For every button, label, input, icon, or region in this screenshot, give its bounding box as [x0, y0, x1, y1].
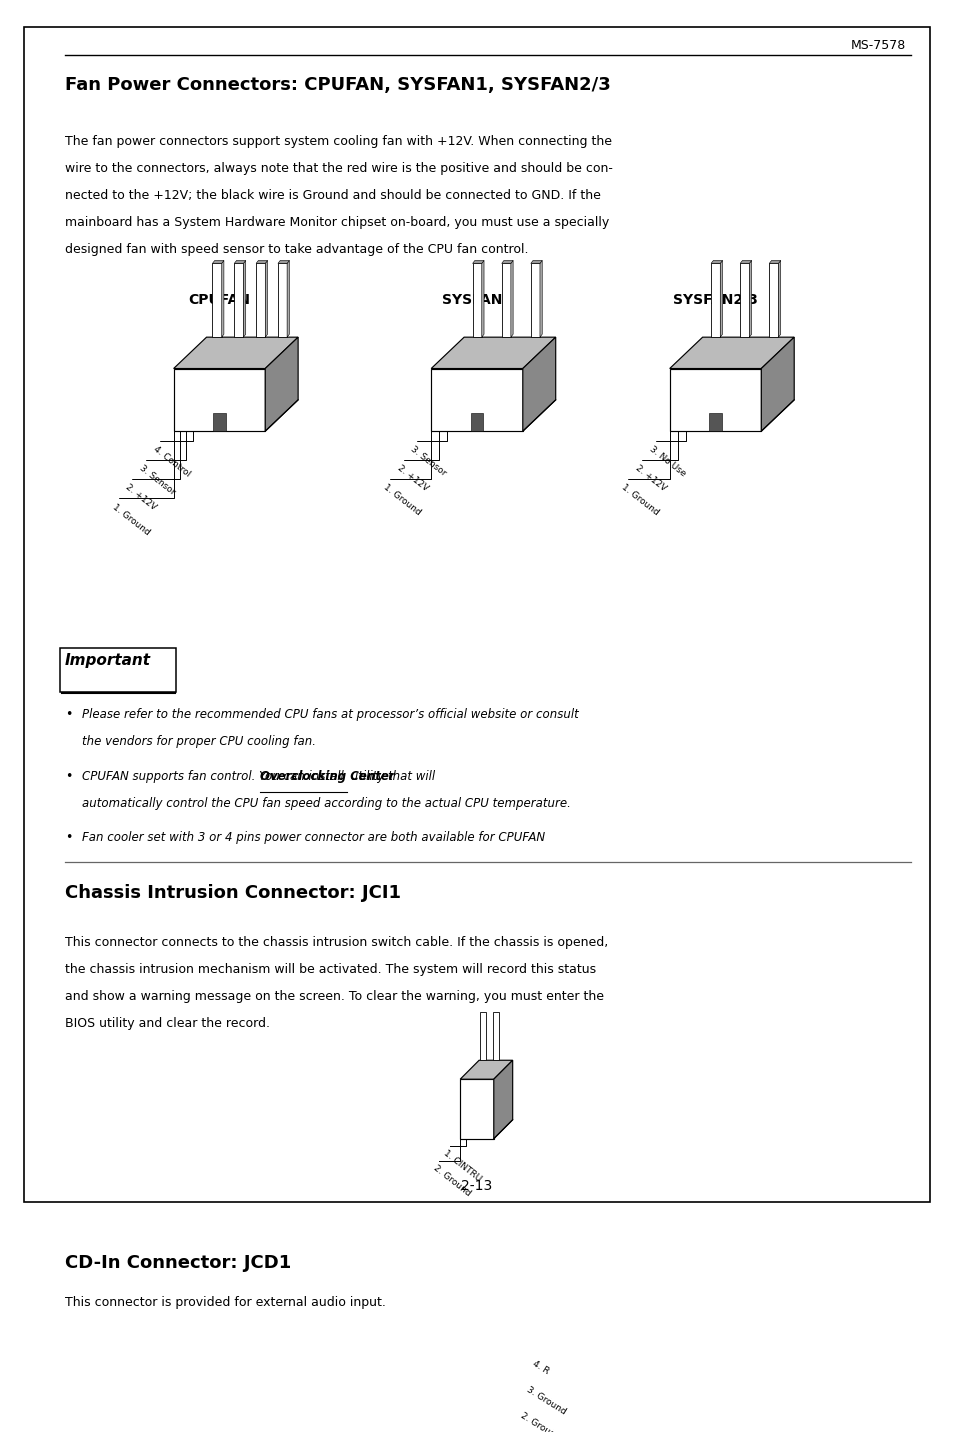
- Text: utility that will: utility that will: [347, 769, 435, 783]
- Polygon shape: [740, 263, 748, 337]
- Text: and show a warning message on the screen. To clear the warning, you must enter t: and show a warning message on the screen…: [65, 990, 603, 1002]
- Text: Chassis Intrusion Connector: JCI1: Chassis Intrusion Connector: JCI1: [65, 884, 400, 902]
- Polygon shape: [459, 1060, 512, 1080]
- Polygon shape: [472, 263, 481, 337]
- Text: Overclocking Center: Overclocking Center: [260, 769, 395, 783]
- Text: 2. +12V: 2. +12V: [633, 464, 667, 493]
- Polygon shape: [213, 412, 226, 431]
- Bar: [461, 1402, 492, 1411]
- Text: 2. Ground: 2. Ground: [432, 1163, 472, 1199]
- Polygon shape: [530, 263, 539, 337]
- Polygon shape: [768, 261, 780, 263]
- Polygon shape: [539, 261, 541, 337]
- Bar: [461, 1383, 492, 1392]
- Text: CPUFAN: CPUFAN: [189, 292, 250, 306]
- Polygon shape: [710, 263, 720, 337]
- Text: Please refer to the recommended CPU fans at processor’s official website or cons: Please refer to the recommended CPU fans…: [82, 709, 578, 722]
- Text: 3. No Use: 3. No Use: [647, 444, 686, 478]
- Polygon shape: [255, 263, 265, 337]
- Polygon shape: [265, 261, 267, 337]
- Polygon shape: [480, 1011, 486, 1060]
- Text: wire to the connectors, always note that the red wire is the positive and should: wire to the connectors, always note that…: [65, 162, 612, 175]
- Text: automatically control the CPU fan speed according to the actual CPU temperature.: automatically control the CPU fan speed …: [82, 796, 570, 809]
- Text: 1. CINTRU: 1. CINTRU: [442, 1148, 483, 1183]
- Polygon shape: [243, 261, 246, 337]
- Text: SYSFAN1: SYSFAN1: [441, 292, 512, 306]
- Text: Fan Power Connectors: CPUFAN, SYSFAN1, SYSFAN2/3: Fan Power Connectors: CPUFAN, SYSFAN1, S…: [65, 76, 610, 95]
- Text: MS-7578: MS-7578: [850, 39, 905, 53]
- Polygon shape: [456, 1352, 497, 1432]
- Text: 2. +12V: 2. +12V: [395, 464, 429, 493]
- Text: 3. Sensor: 3. Sensor: [409, 444, 448, 478]
- Text: Important: Important: [65, 653, 151, 667]
- Polygon shape: [522, 337, 555, 431]
- Text: 1. Ground: 1. Ground: [111, 503, 151, 537]
- Polygon shape: [173, 368, 265, 431]
- Text: 3. Sensor: 3. Sensor: [137, 464, 176, 497]
- Text: nected to the +12V; the black wire is Ground and should be connected to GND. If : nected to the +12V; the black wire is Gr…: [65, 189, 600, 202]
- Polygon shape: [277, 261, 289, 263]
- Polygon shape: [472, 261, 483, 263]
- Text: 1. Ground: 1. Ground: [381, 483, 422, 517]
- Text: This connector connects to the chassis intrusion switch cable. If the chassis is: This connector connects to the chassis i…: [65, 935, 607, 948]
- Polygon shape: [470, 412, 483, 431]
- Text: •: •: [65, 831, 72, 843]
- Text: 2. +12V: 2. +12V: [124, 483, 158, 513]
- Polygon shape: [221, 261, 224, 337]
- Polygon shape: [255, 261, 267, 263]
- Polygon shape: [265, 337, 297, 431]
- Text: 1. Ground: 1. Ground: [619, 483, 660, 517]
- Polygon shape: [497, 1332, 517, 1432]
- Polygon shape: [287, 261, 289, 337]
- FancyBboxPatch shape: [60, 647, 176, 692]
- Text: the vendors for proper CPU cooling fan.: the vendors for proper CPU cooling fan.: [82, 735, 315, 748]
- Polygon shape: [710, 261, 721, 263]
- Polygon shape: [213, 261, 224, 263]
- Text: Fan cooler set with 3 or 4 pins power connector are both available for CPUFAN: Fan cooler set with 3 or 4 pins power co…: [82, 831, 544, 843]
- Polygon shape: [493, 1011, 498, 1060]
- Text: CD-In Connector: JCD1: CD-In Connector: JCD1: [65, 1254, 291, 1272]
- Polygon shape: [748, 261, 751, 337]
- Text: BIOS utility and clear the record.: BIOS utility and clear the record.: [65, 1017, 270, 1030]
- Polygon shape: [778, 261, 780, 337]
- Polygon shape: [277, 263, 287, 337]
- Text: The fan power connectors support system cooling fan with +12V. When connecting t: The fan power connectors support system …: [65, 135, 611, 149]
- Text: mainboard has a System Hardware Monitor chipset on-board, you must use a special: mainboard has a System Hardware Monitor …: [65, 216, 608, 229]
- Polygon shape: [494, 1060, 512, 1138]
- Text: 4. R: 4. R: [531, 1359, 551, 1376]
- Polygon shape: [431, 368, 522, 431]
- Polygon shape: [456, 1332, 517, 1352]
- FancyBboxPatch shape: [24, 27, 929, 1203]
- Polygon shape: [760, 337, 793, 431]
- Polygon shape: [669, 337, 793, 368]
- Text: the chassis intrusion mechanism will be activated. The system will record this s: the chassis intrusion mechanism will be …: [65, 962, 596, 975]
- Polygon shape: [213, 263, 221, 337]
- Polygon shape: [740, 261, 751, 263]
- Text: designed fan with speed sensor to take advantage of the CPU fan control.: designed fan with speed sensor to take a…: [65, 243, 528, 256]
- Text: CPUFAN supports fan control. You can install: CPUFAN supports fan control. You can ins…: [82, 769, 347, 783]
- Polygon shape: [481, 261, 483, 337]
- Polygon shape: [530, 261, 541, 263]
- Polygon shape: [234, 263, 243, 337]
- Text: 2. Ground: 2. Ground: [518, 1412, 560, 1432]
- Polygon shape: [768, 263, 778, 337]
- Polygon shape: [234, 261, 246, 263]
- Polygon shape: [501, 263, 510, 337]
- Text: 4. Control: 4. Control: [152, 444, 192, 478]
- Polygon shape: [720, 261, 721, 337]
- Text: •: •: [65, 709, 72, 722]
- Polygon shape: [669, 368, 760, 431]
- Polygon shape: [459, 1080, 494, 1138]
- Text: This connector is provided for external audio input.: This connector is provided for external …: [65, 1296, 385, 1309]
- Text: 3. Ground: 3. Ground: [524, 1385, 567, 1416]
- Text: 2-13: 2-13: [461, 1179, 492, 1193]
- Text: SYSFAN2/3: SYSFAN2/3: [673, 292, 757, 306]
- Polygon shape: [501, 261, 513, 263]
- Polygon shape: [708, 412, 721, 431]
- Polygon shape: [510, 261, 513, 337]
- Bar: [461, 1421, 492, 1429]
- Text: •: •: [65, 769, 72, 783]
- Polygon shape: [173, 337, 297, 368]
- Polygon shape: [431, 337, 555, 368]
